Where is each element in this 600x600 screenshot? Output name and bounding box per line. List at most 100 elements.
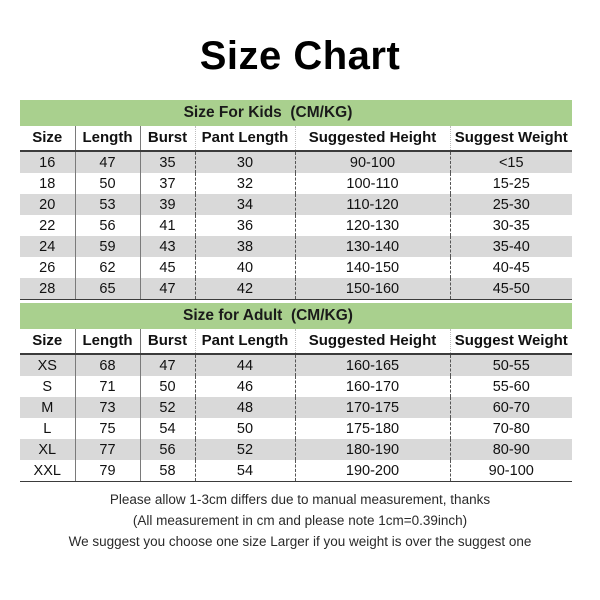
cell-pant-length: 34 [195, 194, 296, 215]
column-header-pant-length: Pant Length [195, 126, 296, 152]
cell-length: 65 [75, 278, 141, 300]
cell-suggest-weight: 55-60 [492, 378, 530, 395]
column-header-size: Size [20, 126, 76, 152]
cell-size: S [20, 376, 76, 397]
cell-suggest-weight: 45-50 [450, 278, 572, 300]
adult-size-table-block: Size for Adult (CM/KG) Size Length Burst… [20, 303, 572, 482]
cell-length: 71 [75, 376, 141, 397]
table-row: L 75 54 50 175-180 70-80 [20, 418, 572, 439]
cell-burst: 39 [140, 194, 196, 215]
table-row: 24 59 43 38 130-140 35-40 [20, 236, 572, 257]
cell-size: 20 [20, 194, 76, 215]
cell-burst: 47 [140, 354, 196, 376]
cell-suggested-height: 190-200 [295, 460, 451, 482]
cell-length: 59 [75, 236, 141, 257]
cell-length: 56 [75, 215, 141, 236]
cell-suggest-weight: 15-25 [492, 175, 530, 192]
note-line-1: Please allow 1-3cm differs due to manual… [109, 492, 491, 507]
table-row: 20 53 39 34 110-120 25-30 [20, 194, 572, 215]
adult-table-band-label: Size for Adult (CM/KG) [20, 303, 572, 329]
cell-suggest-weight: 60-70 [450, 397, 572, 418]
cell-suggest-weight: 70-80 [492, 420, 530, 437]
cell-pant-length: 44 [195, 354, 296, 376]
column-header-suggest-weight: Suggest Weight [450, 126, 572, 152]
cell-length: 75 [75, 418, 141, 439]
column-header-suggested-height: Suggested Height [295, 329, 451, 355]
table-row: S 71 50 46 160-170 55-60 [20, 376, 572, 397]
cell-burst: 37 [140, 173, 196, 194]
cell-suggest-weight: 25-30 [450, 194, 572, 215]
column-header-suggest-weight: Suggest Weight [450, 329, 572, 355]
cell-size: XXL [20, 460, 76, 482]
kids-table-header-row: Size Length Burst Pant Length Suggested … [20, 126, 572, 152]
cell-size: L [20, 418, 76, 439]
cell-length: 50 [75, 173, 141, 194]
table-row: 18 50 37 32 100-110 15-25 [20, 173, 572, 194]
cell-suggested-height: 175-180 [295, 418, 451, 439]
table-row: XXL 79 58 54 190-200 90-100 [20, 460, 572, 482]
cell-suggested-height: 120-130 [295, 215, 451, 236]
kids-size-table: Size Length Burst Pant Length Suggested … [20, 126, 572, 300]
cell-size: 22 [20, 215, 76, 236]
cell-pant-length: 40 [195, 257, 296, 278]
column-header-burst: Burst [140, 329, 196, 355]
cell-suggest-weight: <15 [450, 151, 572, 173]
table-row: M 73 52 48 170-175 60-70 [20, 397, 572, 418]
cell-size: 26 [20, 257, 76, 278]
cell-suggest-weight: 35-40 [450, 236, 572, 257]
cell-pant-length: 38 [195, 236, 296, 257]
cell-length: 53 [75, 194, 141, 215]
cell-length: 68 [75, 354, 141, 376]
cell-burst: 45 [140, 257, 196, 278]
cell-suggest-weight: 80-90 [450, 439, 572, 460]
cell-suggest-weight: 40-45 [492, 259, 530, 276]
cell-suggested-height: 170-175 [295, 397, 451, 418]
cell-pant-length: 46 [195, 376, 296, 397]
cell-suggested-height: 130-140 [295, 236, 451, 257]
page-title: Size Chart [199, 34, 401, 78]
adult-table-header-row: Size Length Burst Pant Length Suggested … [20, 329, 572, 355]
kids-table-band-label: Size For Kids (CM/KG) [20, 100, 572, 126]
footer-notes: Please allow 1-3cm differs due to manual… [0, 489, 600, 552]
cell-size: 16 [20, 151, 76, 173]
table-row: 22 56 41 36 120-130 30-35 [20, 215, 572, 236]
cell-pant-length: 30 [195, 151, 296, 173]
cell-burst: 52 [140, 397, 196, 418]
cell-pant-length: 48 [195, 397, 296, 418]
cell-burst: 43 [140, 236, 196, 257]
cell-length: 47 [75, 151, 141, 173]
note-line-2: (All measurement in cm and please note 1… [132, 513, 468, 528]
cell-burst: 47 [140, 278, 196, 300]
cell-length: 77 [75, 439, 141, 460]
cell-size: XS [20, 354, 76, 376]
column-header-burst: Burst [140, 126, 196, 152]
cell-burst: 56 [140, 439, 196, 460]
cell-pant-length: 52 [195, 439, 296, 460]
column-header-pant-length: Pant Length [195, 329, 296, 355]
table-row: XL 77 56 52 180-190 80-90 [20, 439, 572, 460]
table-row: XS 68 47 44 160-165 50-55 [20, 354, 572, 376]
cell-length: 62 [75, 257, 141, 278]
cell-pant-length: 50 [195, 418, 296, 439]
adult-size-table: Size Length Burst Pant Length Suggested … [20, 329, 572, 482]
cell-suggested-height: 180-190 [295, 439, 451, 460]
cell-size: 28 [20, 278, 76, 300]
cell-suggested-height: 90-100 [295, 151, 451, 173]
cell-burst: 50 [140, 376, 196, 397]
cell-length: 73 [75, 397, 141, 418]
cell-burst: 41 [140, 215, 196, 236]
column-header-suggested-height: Suggested Height [295, 126, 451, 152]
cell-suggested-height: 100-110 [295, 173, 451, 194]
note-line-3: We suggest you choose one size Larger if… [68, 534, 532, 549]
cell-burst: 54 [140, 418, 196, 439]
kids-size-table-block: Size For Kids (CM/KG) Size Length Burst … [20, 100, 572, 300]
cell-suggest-weight: 50-55 [450, 354, 572, 376]
cell-suggested-height: 110-120 [295, 194, 451, 215]
column-header-length: Length [75, 329, 141, 355]
cell-pant-length: 54 [195, 460, 296, 482]
cell-pant-length: 36 [195, 215, 296, 236]
cell-pant-length: 42 [195, 278, 296, 300]
table-row: 26 62 45 40 140-150 40-45 [20, 257, 572, 278]
table-row: 16 47 35 30 90-100 <15 [20, 151, 572, 173]
